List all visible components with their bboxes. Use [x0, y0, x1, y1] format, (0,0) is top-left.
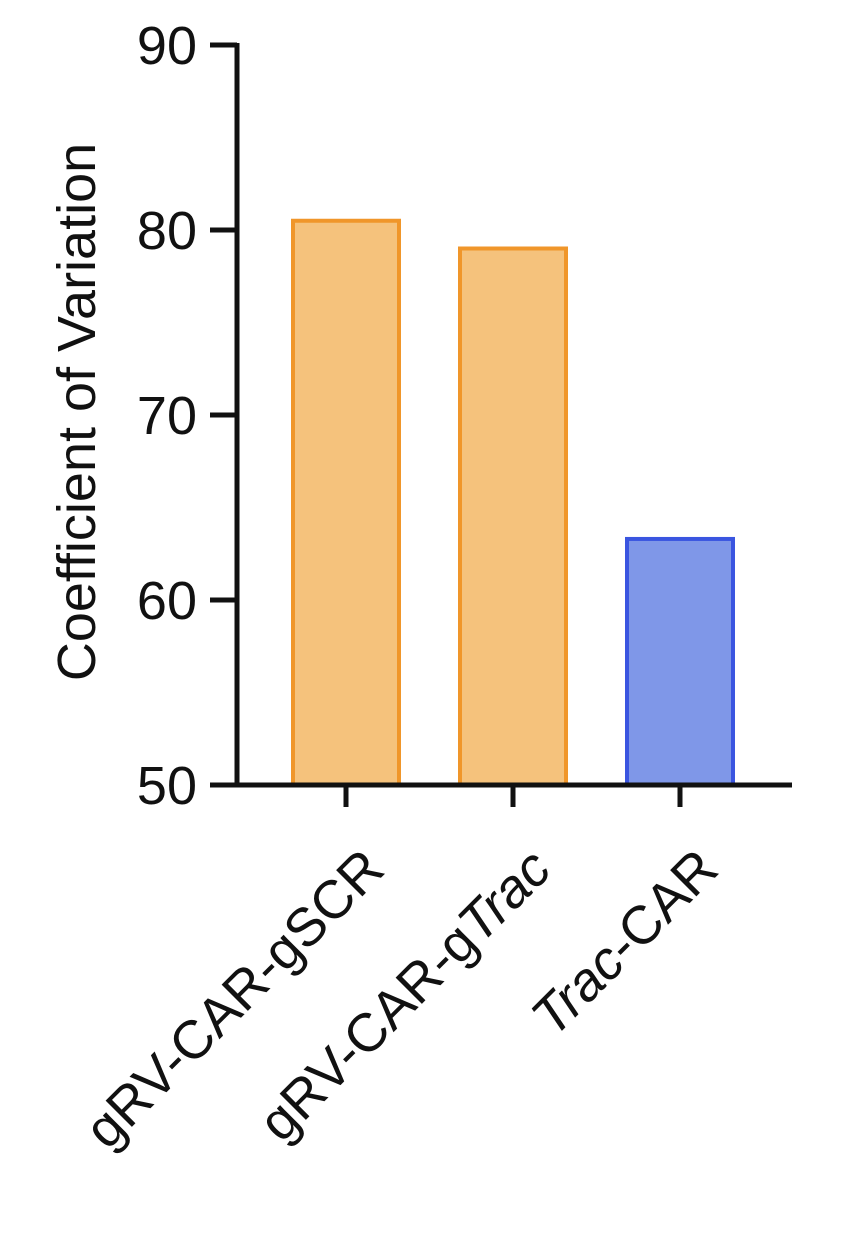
bars-layer — [291, 218, 735, 788]
y-tick-label: 60 — [137, 571, 197, 631]
y-tick-label: 70 — [137, 386, 197, 446]
bar — [458, 246, 568, 787]
y-ticks: 90 80 70 60 50 — [137, 16, 237, 816]
x-category-label: gRV-CAR-gTrac — [248, 838, 563, 1153]
x-category-label: gRV-CAR-gSCR — [74, 838, 396, 1160]
bar — [625, 536, 735, 788]
x-category-label-part: gRV-CAR-gSCR — [74, 838, 396, 1160]
y-axis-title: Coefficient of Variation — [47, 143, 107, 681]
y-tick-label: 50 — [137, 756, 197, 816]
y-tick-label: 90 — [137, 16, 197, 76]
bar — [291, 218, 401, 787]
x-ticks — [343, 785, 683, 807]
y-tick-label: 80 — [137, 201, 197, 261]
x-category-label: Trac-CAR — [520, 838, 729, 1047]
